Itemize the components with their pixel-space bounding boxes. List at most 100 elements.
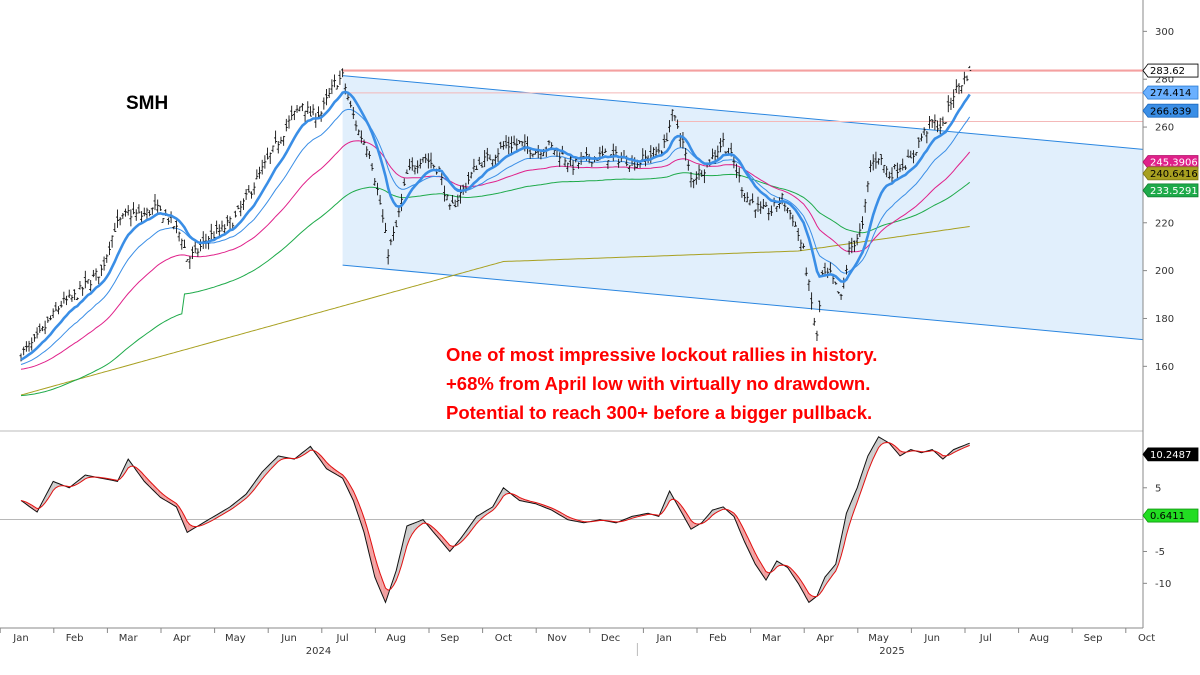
month-label: Aug [1030,633,1050,644]
price-bar [255,169,259,180]
price-bar [408,158,412,171]
oscillator-fill [211,516,214,521]
price-bar [357,129,361,136]
month-label: Feb [709,633,727,644]
price-bar [743,193,747,202]
price-bar [576,162,580,169]
price-bar [968,65,972,71]
price-bar [697,164,701,180]
price-tick-label: 180 [1155,314,1174,325]
price-bar [866,181,870,193]
osc-tick-label: -5 [1155,547,1165,558]
price-bar [694,171,698,185]
price-tick-label: 200 [1155,266,1174,277]
price-bar [378,194,382,205]
oscillator-fill [377,565,381,590]
price-bar [241,198,245,210]
price-bar [86,279,90,284]
price-bar [810,292,814,310]
price-bar [191,246,195,260]
price-bar [877,158,881,165]
price-bar [375,182,379,196]
price-bar [51,308,55,319]
price-bar [410,157,414,171]
price-bar [351,106,355,120]
price-bar [941,116,945,127]
month-label: Aug [386,633,406,644]
price-bar [796,228,800,241]
price-bar [732,156,736,169]
oscillator-signal-line [20,441,970,598]
price-bar [456,194,460,207]
oscillator-fill [859,471,863,495]
price-bar [132,202,136,215]
price-bar [172,226,176,230]
value-tag: 233.5291 [1142,183,1199,198]
price-bar [879,153,883,166]
oscillator-fill [790,567,793,576]
price-bar [367,151,371,159]
price-bar [124,208,128,217]
price-bar [359,130,363,144]
price-bar [890,167,894,184]
price-bar [617,158,621,168]
price-bar [150,207,154,215]
oscillator-fill [125,459,129,473]
price-bar [185,259,189,262]
year-label: 2025 [879,646,904,657]
price-bar [445,194,449,201]
price-bar [914,152,918,156]
value-tag-label: 274.414 [1150,88,1191,99]
month-label: Mar [762,633,782,644]
price-bar [815,330,819,342]
price-bar [73,289,77,301]
oscillator-fill [479,513,482,521]
price-bar [40,326,44,332]
oscillator-fill [849,500,852,526]
price-bar [295,105,299,113]
price-bar [330,79,334,95]
price-bar [930,119,934,128]
price-bar [91,269,95,278]
oscillator-fill [669,490,673,501]
month-label: May [868,633,889,644]
price-bar [196,248,200,257]
price-bar [402,178,406,187]
price-bar [298,106,302,112]
right-axis: 300280260240220200180160 5-5-10 283.6227… [1142,0,1199,628]
value-tag-label: 240.6416 [1150,169,1198,180]
price-bar [346,93,350,101]
price-bar [944,122,948,124]
oscillator-fill [396,559,399,581]
oscillator-fill [240,496,244,503]
value-tag: 240.6416 [1142,166,1199,181]
price-ticks: 300280260240220200180160 [1143,27,1174,373]
price-bar [496,148,500,162]
price-bar [603,148,607,154]
price-bar [459,185,463,204]
value-tag-label: 266.839 [1150,106,1191,117]
oscillator-fill [739,520,742,536]
price-bar [338,70,342,85]
price-bar [233,210,237,218]
oscillator-fill [897,448,901,456]
oscillator-fill [184,516,188,533]
price-bar [960,85,964,94]
channel-upper-line [342,75,1144,150]
price-bar [303,110,307,122]
price-bar [710,148,714,160]
price-bar [158,205,162,211]
price-bar [702,169,706,184]
price-bar [54,301,58,312]
price-bar [416,160,420,174]
price-bar [855,233,859,246]
price-bar [869,160,873,173]
price-bar [300,103,304,112]
oscillator-fill [246,490,249,499]
price-bar [721,132,725,147]
annotation-line-1: One of most impressive lockout rallies i… [446,344,877,365]
price-bar [756,196,760,212]
price-bar [177,231,181,242]
price-bar [199,239,203,252]
